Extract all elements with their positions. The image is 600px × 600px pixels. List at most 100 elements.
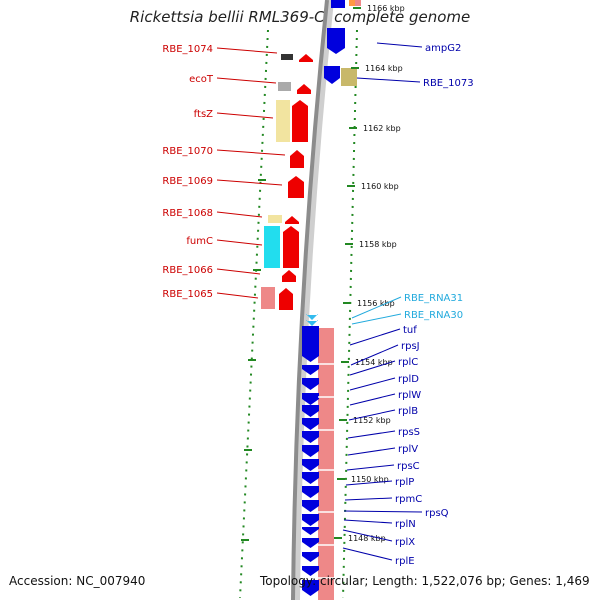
- backbone-line: [291, 0, 329, 600]
- label-leader-line: [343, 510, 423, 513]
- right-track-dots: [342, 29, 358, 599]
- reverse-gene: [302, 500, 319, 512]
- gene-label-left[interactable]: RBE_1066: [162, 265, 213, 276]
- gene-label-right[interactable]: rplW: [398, 390, 421, 401]
- gene-label-left[interactable]: RBE_1074: [162, 44, 213, 55]
- gene-label-right[interactable]: rpsS: [398, 427, 420, 438]
- gene-label-left[interactable]: ftsZ: [194, 109, 213, 120]
- gene-label-right[interactable]: rplB: [398, 406, 418, 417]
- forward-gene: [290, 150, 304, 168]
- gene-label-right[interactable]: rplX: [395, 537, 415, 548]
- reverse-gene: [302, 393, 319, 405]
- gene-label-right[interactable]: RBE_1073: [423, 78, 474, 89]
- label-leader-line: [216, 77, 277, 84]
- gene-label-right[interactable]: rplC: [398, 357, 418, 368]
- forward-gene: [297, 84, 311, 94]
- reverse-gene: [327, 28, 345, 54]
- label-leader-line: [216, 211, 263, 218]
- gene-label-right[interactable]: rplE: [395, 556, 415, 567]
- label-leader-line: [350, 344, 399, 366]
- label-leader-line: [346, 464, 395, 471]
- gene-label-left[interactable]: RBE_1069: [162, 176, 213, 187]
- scale-tick-label: 1150 kbp: [351, 475, 389, 484]
- gene-label-right[interactable]: tuf: [403, 325, 417, 336]
- backbone-shadow: [294, 0, 334, 600]
- forward-gene: [288, 176, 304, 198]
- gene-label-left[interactable]: ecoT: [189, 74, 214, 85]
- label-leader-line: [216, 149, 286, 156]
- gene-label-right[interactable]: rpsQ: [425, 508, 449, 519]
- reverse-gene: [302, 566, 319, 576]
- label-leader-line: [347, 447, 396, 456]
- label-leader-line: [376, 42, 423, 48]
- gene-label-right[interactable]: rpsJ: [401, 341, 420, 352]
- orf-box: [355, 0, 361, 6]
- scale-tick-label: 1164 kbp: [365, 64, 403, 73]
- label-leader-line: [216, 292, 259, 299]
- reverse-gene: [302, 326, 319, 362]
- label-leader-line: [349, 360, 396, 376]
- reverse-gene: [302, 580, 319, 596]
- reverse-gene: [302, 365, 319, 375]
- label-leader-line: [344, 497, 393, 501]
- reverse-gene: [302, 459, 319, 471]
- orf-box: [264, 226, 280, 268]
- scale-tick-label: 1154 kbp: [355, 358, 393, 367]
- rna-gene: [306, 320, 318, 326]
- orf-column: [318, 328, 334, 600]
- pseudogene-box: [278, 82, 291, 91]
- reverse-gene: [302, 405, 319, 417]
- reverse-gene: [331, 0, 345, 8]
- gene-label-right[interactable]: rplD: [398, 374, 419, 385]
- accession-text: Accession: NC_007940: [9, 574, 146, 588]
- label-leader-line: [216, 239, 263, 246]
- forward-gene: [285, 216, 299, 224]
- forward-gene: [279, 288, 293, 310]
- gene-label-right[interactable]: rplP: [395, 477, 414, 488]
- gene-label-left[interactable]: fumC: [186, 236, 213, 247]
- reverse-gene: [302, 538, 319, 548]
- label-leader-line: [216, 112, 274, 119]
- gene-label-right[interactable]: rplN: [395, 519, 416, 530]
- gene-label-left[interactable]: RBE_1070: [162, 146, 213, 157]
- label-leader-line: [349, 393, 396, 406]
- rna-label[interactable]: RBE_RNA30: [404, 310, 463, 321]
- reverse-gene: [302, 552, 319, 562]
- scale-tick-label: 1156 kbp: [357, 299, 395, 308]
- gene-label-right[interactable]: ampG2: [425, 43, 461, 54]
- gene-label-left[interactable]: RBE_1065: [162, 289, 213, 300]
- gene-label-right[interactable]: rpmC: [395, 494, 422, 505]
- orf-box: [341, 68, 357, 86]
- label-leader-line: [342, 547, 393, 561]
- reverse-gene: [302, 486, 319, 498]
- topology-text: Topology: circular; Length: 1,522,076 bp…: [260, 574, 590, 588]
- gene-label-right[interactable]: rplV: [398, 444, 418, 455]
- rna-gene: [306, 314, 318, 320]
- gene-label-left[interactable]: RBE_1068: [162, 208, 213, 219]
- label-leader-line: [349, 377, 396, 391]
- reverse-gene: [302, 514, 319, 526]
- forward-gene: [283, 226, 299, 268]
- reverse-gene: [302, 527, 319, 535]
- left-track-dots: [239, 29, 269, 599]
- label-leader-line: [349, 328, 401, 346]
- rna-label[interactable]: RBE_RNA31: [404, 293, 463, 304]
- scale-tick-label: 1166 kbp: [367, 4, 405, 13]
- label-leader-line: [216, 47, 278, 54]
- scale-tick-label: 1158 kbp: [359, 240, 397, 249]
- orf-box: [349, 0, 355, 6]
- pseudogene-box: [281, 54, 293, 60]
- orf-box: [276, 100, 290, 142]
- label-leader-line: [216, 179, 283, 186]
- reverse-gene: [302, 378, 319, 390]
- gene-label-right[interactable]: rpsC: [397, 461, 420, 472]
- orf-box: [268, 215, 282, 223]
- reverse-gene: [302, 445, 319, 457]
- genome-title: Rickettsia bellii RML369-C, complete gen…: [129, 8, 471, 26]
- label-leader-line: [342, 529, 393, 542]
- label-leader-line: [351, 313, 402, 325]
- reverse-gene: [324, 66, 340, 84]
- label-leader-line: [345, 480, 393, 486]
- scale-tick-label: 1148 kbp: [348, 534, 386, 543]
